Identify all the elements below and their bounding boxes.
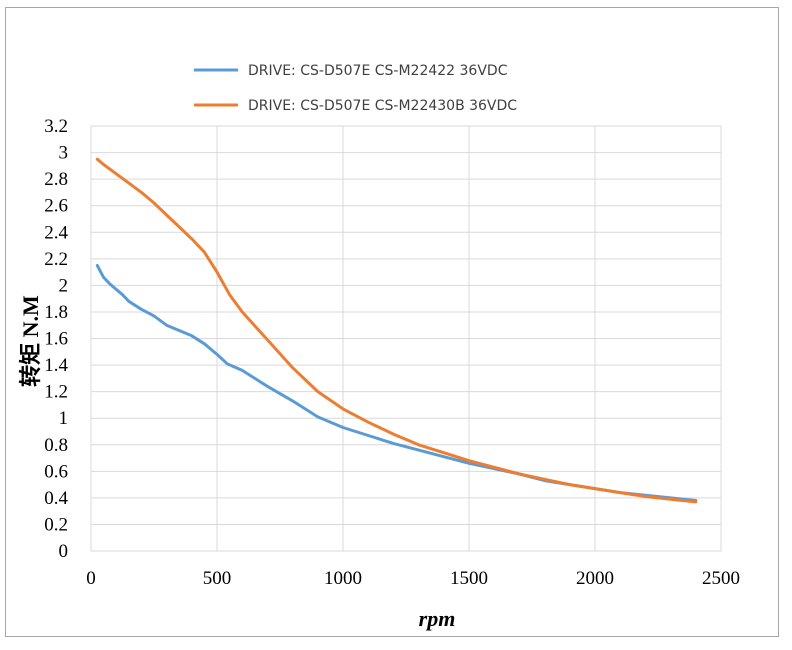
series-line-1: [95, 264, 698, 502]
x-axis-label: rpm: [419, 606, 456, 631]
y-tick-label: 2.6: [44, 196, 68, 217]
x-tick-label: 2500: [702, 568, 740, 589]
grid-lines: [90, 125, 722, 552]
y-tick-label: 1.6: [44, 329, 68, 350]
legend-label-2: DRIVE: CS-D507E CS-M22430B 36VDC: [248, 98, 517, 114]
legend-label-1: DRIVE: CS-D507E CS-M22422 36VDC: [248, 63, 508, 79]
y-tick-labels: 0 0.2 0.4 0.6 0.8 1 1.2 1.4 1.6 1.8 2 2.2 2.4 2.6 2.8 3…: [44, 116, 68, 562]
y-tick-label: 1: [59, 408, 69, 429]
legend: DRIVE: CS-D507E CS-M22422 36VDC DRIVE: CS…: [194, 63, 517, 114]
y-tick-label: 2.4: [44, 222, 68, 243]
series-lines: [95, 157, 698, 504]
y-tick-label: 1.2: [44, 382, 68, 403]
series-line-2: [95, 157, 698, 504]
y-tick-label: 1.8: [44, 302, 68, 323]
x-tick-label: 1500: [450, 568, 488, 589]
y-tick-label: 0.2: [44, 514, 68, 535]
y-tick-label: 0.8: [44, 435, 68, 456]
y-axis-label: 转矩 N.M: [18, 295, 43, 387]
y-tick-label: 3: [59, 143, 69, 164]
y-tick-label: 1.4: [44, 355, 68, 376]
x-tick-label: 1000: [324, 568, 362, 589]
y-tick-label: 2.2: [44, 249, 68, 270]
line-chart: 0 0.2 0.4 0.6 0.8 1 1.2 1.4 1.6 1.8 2 2.2 2.4 2.6 2.8 3…: [18, 63, 740, 631]
y-tick-label: 0: [59, 541, 69, 562]
y-tick-label: 0.6: [44, 461, 68, 482]
x-tick-labels: 0 500 1000 1500 2000 2500: [86, 568, 740, 589]
y-tick-label: 3.2: [44, 116, 68, 137]
y-tick-label: 0.4: [44, 488, 68, 509]
x-tick-label: 500: [203, 568, 232, 589]
x-tick-label: 2000: [576, 568, 614, 589]
y-tick-label: 2.8: [44, 169, 68, 190]
y-tick-label: 2: [59, 275, 69, 296]
x-tick-label: 0: [86, 568, 96, 589]
chart-frame: 0 0.2 0.4 0.6 0.8 1 1.2 1.4 1.6 1.8 2 2.2 2.4 2.6 2.8 3…: [5, 7, 779, 637]
